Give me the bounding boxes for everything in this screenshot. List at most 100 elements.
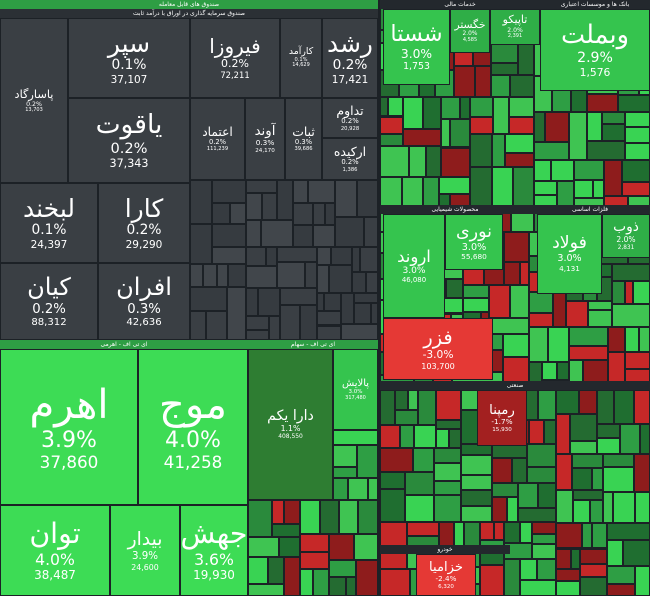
stock-tile: فولاد 3.0% 4,131 xyxy=(537,214,602,294)
section-header: فلزات اساسی xyxy=(530,205,650,214)
filler-tile xyxy=(284,556,300,596)
filler-tile xyxy=(412,448,435,473)
filler-tile xyxy=(533,111,545,142)
filler-tile xyxy=(346,576,357,596)
filler-tile xyxy=(612,303,650,327)
filler-tile xyxy=(351,272,366,294)
filler-tile xyxy=(580,576,608,596)
tile-change: 2.0% xyxy=(507,27,523,34)
tile-volume: 42,636 xyxy=(126,317,162,329)
filler-tile xyxy=(190,224,213,264)
tile-change: 0.2% xyxy=(221,57,249,71)
stock-tile: رشد 0.2% 17,421 xyxy=(322,18,378,98)
filler-tile xyxy=(588,309,613,327)
filler-tile xyxy=(280,305,301,340)
filler-tile xyxy=(203,263,218,287)
filler-tile xyxy=(520,559,537,581)
stock-tile: شستا 3.0% 1,753 xyxy=(383,9,450,85)
filler-tile xyxy=(394,410,418,425)
filler-tile xyxy=(548,326,569,362)
filler-tile xyxy=(408,146,427,178)
filler-tile xyxy=(479,564,504,596)
filler-tile xyxy=(603,491,614,524)
filler-tile xyxy=(338,500,359,534)
filler-tile xyxy=(351,246,360,273)
filler-tile xyxy=(380,568,410,596)
tile-volume: 20,928 xyxy=(340,126,360,133)
stock-tile: فزر -3.0% 103,700 xyxy=(383,318,493,380)
filler-tile xyxy=(423,96,442,130)
filler-tile xyxy=(633,389,650,425)
tile-volume: 55,680 xyxy=(461,252,487,262)
section-header: خودرو xyxy=(380,545,510,554)
tile-volume: 29,290 xyxy=(125,239,163,252)
filler-tile xyxy=(635,566,650,596)
filler-tile xyxy=(407,389,418,411)
filler-tile xyxy=(271,524,300,538)
stock-tile: جهش 3.6% 19,930 xyxy=(180,505,248,596)
filler-tile xyxy=(555,389,579,415)
filler-tile xyxy=(488,318,530,335)
filler-tile xyxy=(488,284,511,319)
filler-tile xyxy=(335,180,357,218)
filler-tile xyxy=(512,167,534,208)
stock-tile: ثبات 0.3% 39,686 xyxy=(285,98,322,180)
filler-tile xyxy=(529,291,553,314)
filler-tile xyxy=(578,389,597,415)
filler-tile xyxy=(531,533,556,544)
filler-tile xyxy=(217,263,228,287)
filler-tile xyxy=(518,483,538,509)
filler-tile xyxy=(380,146,409,178)
filler-tile xyxy=(503,262,521,285)
filler-tile xyxy=(510,284,530,319)
tile-volume: 41,258 xyxy=(163,451,223,472)
filler-tile xyxy=(380,472,406,489)
stock-tile: تداوم 0.2% 20,928 xyxy=(322,98,378,138)
filler-tile xyxy=(405,472,435,495)
filler-tile xyxy=(607,566,636,585)
tile-name: تداوم xyxy=(336,102,364,118)
filler-tile xyxy=(353,302,371,325)
filler-tile xyxy=(335,217,365,247)
filler-tile xyxy=(625,111,650,128)
filler-tile xyxy=(529,313,553,327)
filler-tile xyxy=(426,146,442,178)
stock-tile: خگستر 2.0% 4,585 xyxy=(450,9,490,53)
filler-tile xyxy=(340,293,354,325)
stock-tile: اعتماد 0.2% 111,239 xyxy=(190,98,245,180)
tile-volume: 24,397 xyxy=(30,239,68,252)
filler-tile xyxy=(592,523,608,549)
filler-tile xyxy=(436,428,450,449)
tile-volume: 317,480 xyxy=(345,394,366,401)
filler-tile xyxy=(603,453,634,467)
tile-change: 3.0% xyxy=(461,242,487,254)
filler-tile xyxy=(380,116,404,134)
filler-tile xyxy=(320,500,339,534)
tile-volume: 46,080 xyxy=(401,275,427,284)
filler-tile xyxy=(190,180,212,225)
filler-tile xyxy=(633,453,650,492)
filler-tile xyxy=(461,475,493,490)
filler-tile xyxy=(518,508,556,522)
filler-tile xyxy=(414,424,437,449)
tile-name: افران xyxy=(116,273,172,302)
tile-change: 0.2% xyxy=(208,138,227,147)
filler-tile xyxy=(506,497,519,522)
filler-tile xyxy=(503,231,530,263)
filler-tile xyxy=(531,521,556,534)
tile-change: 0.2% xyxy=(26,100,42,108)
filler-tile xyxy=(333,477,349,500)
filler-tile xyxy=(479,521,494,541)
filler-tile xyxy=(258,287,281,316)
filler-tile xyxy=(612,263,650,282)
filler-tile xyxy=(246,219,262,247)
tile-name: لبخند xyxy=(23,193,75,223)
filler-tile xyxy=(405,494,435,522)
tile-change: 3.9% xyxy=(131,549,159,562)
stock-tile: بیدار 3.9% 24,600 xyxy=(110,505,180,596)
filler-tile xyxy=(445,278,464,299)
filler-tile xyxy=(441,118,450,148)
filler-tile xyxy=(555,568,581,581)
filler-tile xyxy=(353,293,378,303)
filler-tile xyxy=(557,361,569,381)
